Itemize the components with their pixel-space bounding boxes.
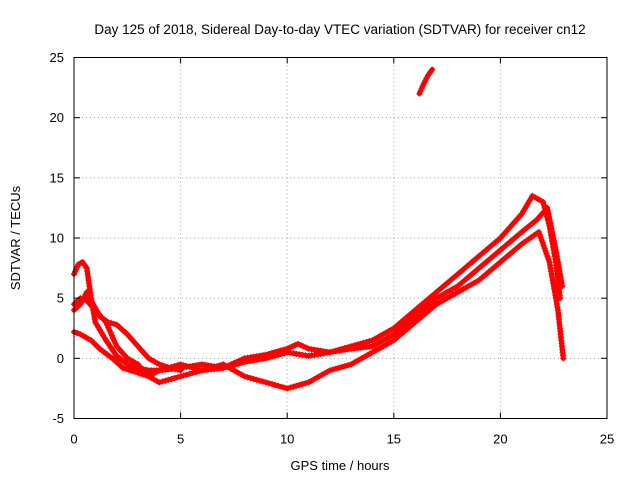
y-tick-label: 15	[50, 170, 64, 185]
x-tick-label: 20	[493, 432, 507, 447]
y-tick-label: 0	[57, 351, 64, 366]
y-tick-label: -5	[52, 411, 64, 426]
series-line	[71, 193, 563, 373]
series-markers	[416, 66, 436, 97]
axis-ticks	[73, 57, 608, 419]
x-tick-label: 10	[280, 432, 294, 447]
series-layer	[71, 66, 567, 392]
x-tick-label: 15	[387, 432, 401, 447]
series-line	[71, 229, 566, 391]
y-tick-label: 5	[57, 291, 64, 306]
series-markers	[71, 229, 567, 392]
x-tick-label: 5	[177, 432, 184, 447]
series-track-a	[71, 192, 564, 374]
x-axis-label: GPS time / hours	[291, 458, 390, 473]
tick-labels: 0 5 10 15 20 25 -5 0 5 10 15 20 25	[50, 50, 615, 447]
grid	[74, 57, 607, 419]
y-tick-label: 25	[50, 50, 64, 65]
chart-title: Day 125 of 2018, Sidereal Day-to-day VTE…	[94, 22, 585, 37]
y-tick-label: 10	[50, 231, 64, 246]
series-markers	[71, 192, 564, 374]
x-tick-label: 0	[70, 432, 77, 447]
y-axis-label: SDTVAR / TECUs	[8, 185, 23, 290]
series-track-e	[416, 66, 436, 97]
series-track-c	[71, 229, 567, 392]
y-tick-label: 20	[50, 110, 64, 125]
x-tick-label: 25	[600, 432, 614, 447]
